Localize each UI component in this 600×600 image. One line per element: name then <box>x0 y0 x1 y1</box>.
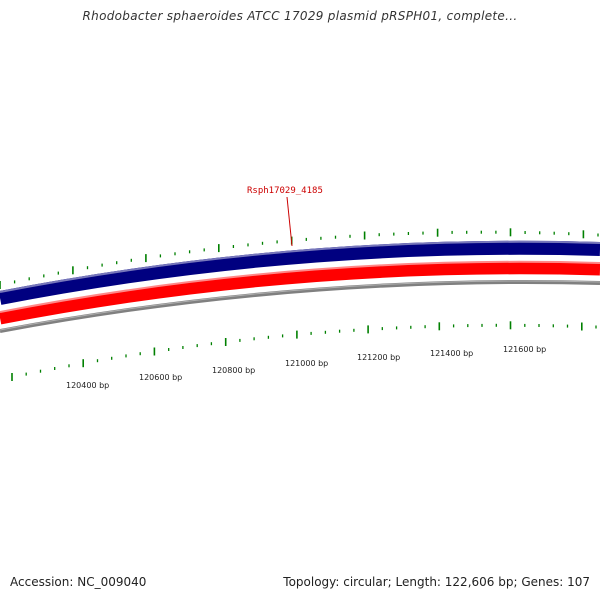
map-title: Rhodobacter sphaeroides ATCC 17029 plasm… <box>82 9 518 23</box>
backbone-track <box>0 280 600 333</box>
reverse-strand-track <box>0 261 600 325</box>
reverse-strand-highlight <box>0 260 600 313</box>
tick-label-120600: 120600 bp <box>139 373 182 382</box>
inner-tick-row <box>11 321 597 381</box>
tick-label-121400: 121400 bp <box>430 349 473 358</box>
tick-labels: 120400 bp 120600 bp 120800 bp 121000 bp … <box>66 345 546 390</box>
backbone-inner <box>0 280 600 331</box>
gene-annotation[interactable]: Rsph17029_4185 <box>247 186 323 247</box>
forward-strand-track <box>0 240 600 305</box>
tick-label-121200: 121200 bp <box>357 353 400 362</box>
tick-label-121600: 121600 bp <box>503 345 546 354</box>
gene-leader-line <box>286 196 293 247</box>
tick-label-120400: 120400 bp <box>66 381 109 390</box>
accession-text: Accession: NC_009040 <box>10 575 147 589</box>
map-summary-text: Topology: circular; Length: 122,606 bp; … <box>283 575 590 589</box>
outer-tick-row <box>0 228 599 289</box>
forward-strand-highlight <box>0 240 600 293</box>
gene-label[interactable]: Rsph17029_4185 <box>247 186 323 196</box>
tick-label-120800: 120800 bp <box>212 366 255 375</box>
tick-label-121000: 121000 bp <box>285 359 328 368</box>
